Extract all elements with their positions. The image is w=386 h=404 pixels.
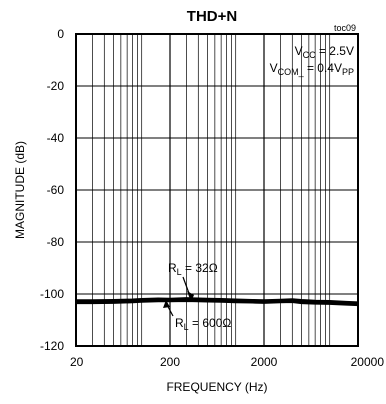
condition-vcc: VCC = 2.5V — [295, 44, 354, 60]
x-tick-label: 200 — [160, 355, 180, 369]
y-axis-ticks: 0 -20 -40 -60 -80 -100 -120 — [40, 27, 64, 353]
y-tick-label: -80 — [47, 235, 65, 249]
chart-title: THD+N — [187, 8, 237, 25]
condition-vcom: VCOM_ = 0.4VPP — [270, 61, 354, 77]
figure-code: toc09 — [334, 23, 356, 33]
x-axis-ticks: 20 200 2000 20000 — [70, 355, 384, 369]
annotation-arrowhead-600-ohm — [163, 300, 170, 308]
y-tick-label: -100 — [40, 287, 64, 301]
x-tick-label: 20000 — [351, 355, 385, 369]
y-tick-label: -120 — [40, 339, 64, 353]
x-axis-label: FREQUENCY (Hz) — [166, 380, 267, 394]
grid — [75, 33, 359, 347]
y-axis-label: MAGNITUDE (dB) — [13, 141, 27, 239]
annotation-arrowhead-32-ohm — [187, 291, 194, 302]
series-label-600-ohm: RL = 600Ω — [175, 316, 231, 332]
series-lines — [76, 297, 359, 307]
x-tick-label: 20 — [70, 355, 84, 369]
x-tick-label: 2000 — [251, 355, 278, 369]
series-label-32-ohm: RL = 32Ω — [168, 261, 218, 277]
y-tick-label: 0 — [57, 27, 64, 41]
plot-frame — [75, 33, 359, 347]
y-tick-label: -40 — [47, 131, 65, 145]
series-line-600-ohm — [76, 299, 359, 307]
y-tick-label: -60 — [47, 183, 65, 197]
y-tick-label: -20 — [47, 79, 65, 93]
series-line-32-ohm — [76, 297, 359, 305]
